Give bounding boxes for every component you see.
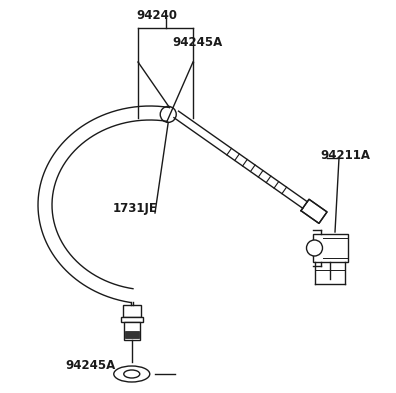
Text: 94211A: 94211A bbox=[321, 149, 371, 162]
Text: 94245A: 94245A bbox=[172, 36, 223, 49]
Circle shape bbox=[307, 240, 322, 256]
Ellipse shape bbox=[124, 370, 140, 378]
Text: 94240: 94240 bbox=[136, 9, 177, 22]
Circle shape bbox=[160, 107, 176, 122]
Bar bbox=[123, 305, 141, 317]
Text: 94245A: 94245A bbox=[65, 359, 116, 372]
Bar bbox=[312, 234, 348, 262]
Text: 1731JE: 1731JE bbox=[113, 202, 158, 215]
Polygon shape bbox=[301, 199, 327, 223]
Bar bbox=[125, 331, 139, 338]
Bar bbox=[124, 322, 140, 340]
Bar bbox=[121, 317, 143, 322]
Ellipse shape bbox=[114, 366, 150, 382]
